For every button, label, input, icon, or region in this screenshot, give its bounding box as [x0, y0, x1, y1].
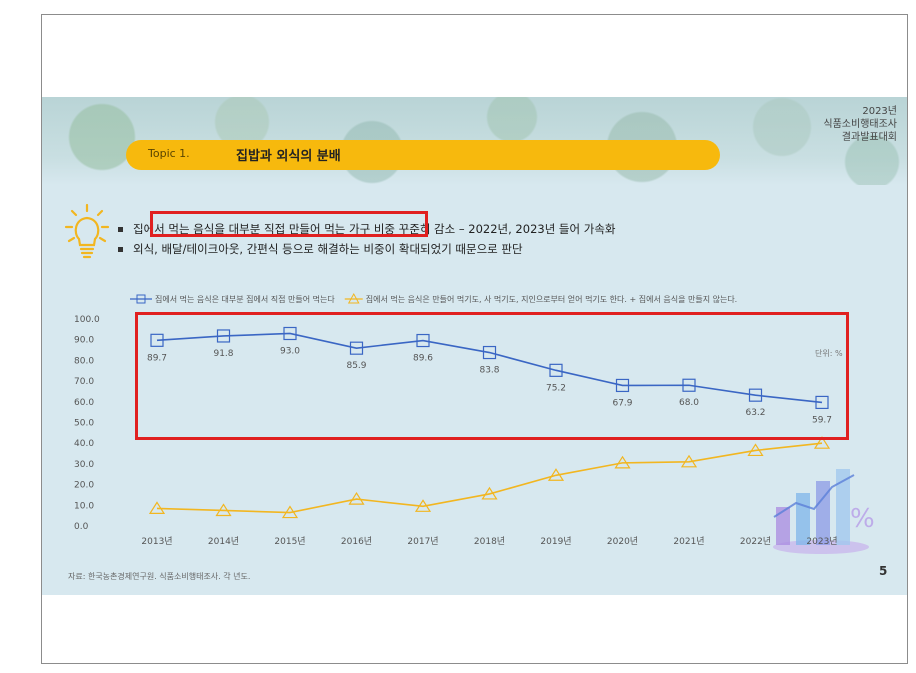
series-2-point — [148, 501, 166, 515]
bullet-item: 외식, 배달/테이크아웃, 간편식 등으로 해결하는 비중이 확대되었기 때문으… — [118, 241, 523, 257]
report-title: 2023년 식품소비행태조사 결과발표대회 — [823, 105, 897, 144]
series-2-point — [680, 454, 698, 468]
y-tick-label: 60.0 — [74, 398, 94, 408]
series-1-point — [150, 333, 164, 347]
x-tick-label: 2023년 — [806, 536, 837, 547]
lightbulb-icon — [64, 203, 110, 259]
x-tick-label: 2015년 — [274, 536, 305, 547]
series-1-point — [615, 378, 630, 393]
series-2-point — [414, 499, 432, 512]
series-1-point — [416, 333, 430, 348]
highlight-box — [135, 312, 849, 440]
series-1-point — [349, 341, 364, 355]
source-note: 자료: 한국농촌경제연구원. 식품소비행태조사. 각 년도. — [68, 572, 251, 581]
report-event: 결과발표대회 — [841, 132, 897, 143]
series-2-point — [481, 486, 498, 500]
series-1-data-label: 85.9 — [346, 361, 366, 371]
chart-legend: 집에서 먹는 음식은 대부분 집에서 직접 만들어 먹는다 집에서 먹는 음식은… — [130, 292, 738, 304]
y-axis: 0.0 10.0 20.0 30.0 40.0 50.0 60.0 70.0 80.0 90.0 1… — [74, 315, 100, 532]
series-1-data-label: 91.8 — [213, 349, 233, 359]
page-frame: Topic 1. 집밥과 외식의 분배 2023년 식품소비행태조사 결과발표대… — [41, 14, 908, 664]
slide: Topic 1. 집밥과 외식의 분배 2023년 식품소비행태조사 결과발표대… — [42, 97, 907, 595]
series-1-data-label: 93.0 — [280, 346, 300, 356]
series-1-point — [482, 345, 497, 360]
y-tick-label: 30.0 — [74, 460, 94, 470]
report-name: 식품소비행태조사 — [823, 119, 897, 130]
unit-label: 단위: % — [815, 348, 843, 358]
bullet-dot — [118, 247, 123, 252]
series-1-point — [283, 326, 297, 341]
bullet-text: 집에서 먹는 음식을 대부분 직접 만들어 먹는 가구 비중 꾸준히 감소 – … — [133, 222, 616, 236]
y-tick-label: 20.0 — [74, 481, 94, 491]
y-tick-label: 90.0 — [74, 336, 94, 346]
x-tick-label: 2017년 — [407, 536, 438, 547]
series-2-point — [215, 503, 232, 517]
page-number: 5 — [879, 564, 888, 578]
highlight-box — [150, 211, 428, 237]
series-1-point — [748, 388, 763, 402]
series-1-point — [216, 329, 231, 343]
svg-text:%: % — [850, 504, 875, 534]
y-tick-label: 50.0 — [74, 419, 94, 429]
chart-decoration-image: % — [773, 469, 875, 554]
topic-bar: Topic 1. 집밥과 외식의 분배 — [126, 140, 720, 170]
series-2-point — [348, 491, 365, 505]
topic-label: Topic 1. — [148, 147, 190, 160]
series-1-data-label: 59.7 — [812, 415, 832, 425]
series-1-path — [156, 332, 823, 404]
x-tick-label: 2018년 — [474, 536, 505, 547]
series-2-point — [281, 505, 299, 519]
report-year: 2023년 — [862, 106, 897, 117]
x-tick-label: 2021년 — [673, 536, 704, 547]
x-tick-label: 2022년 — [740, 536, 771, 547]
line-chart: 집에서 먹는 음식은 대부분 집에서 직접 만들어 먹는다 집에서 먹는 음식은… — [74, 292, 843, 547]
series-1-data-label: 89.6 — [413, 354, 433, 364]
series-2-point — [747, 443, 764, 457]
series-2-point — [547, 468, 565, 481]
y-tick-label: 100.0 — [74, 315, 100, 325]
x-tick-label: 2019년 — [540, 536, 571, 547]
series-2-path — [156, 442, 823, 514]
x-tick-label: 2014년 — [208, 536, 239, 547]
series-1-data-label: 63.2 — [745, 408, 765, 418]
y-tick-label: 80.0 — [74, 356, 94, 366]
series-1-line: 89.7 91.8 93.0 85.9 89.6 83.8 75.2 67.9 68.0 63.2… — [147, 326, 832, 425]
series-2-line — [148, 436, 831, 519]
series-1-data-label: 68.0 — [679, 398, 699, 408]
x-tick-label: 2020년 — [607, 536, 638, 547]
bullet-item: 집에서 먹는 음식을 대부분 직접 만들어 먹는 가구 비중 꾸준히 감소 – … — [118, 221, 616, 237]
series-1-data-label: 89.7 — [147, 353, 167, 363]
x-axis: 2013년 2014년 2015년 2016년 2017년 2018년 2019년 2020년… — [141, 536, 837, 547]
x-tick-label: 2013년 — [141, 536, 172, 547]
series-1-data-label: 75.2 — [546, 383, 566, 393]
legend-marker-series-2 — [347, 292, 360, 304]
series-2-point — [614, 455, 631, 469]
series-1-point — [815, 395, 829, 410]
x-tick-label: 2016년 — [341, 536, 372, 547]
legend-marker-series-1 — [136, 294, 146, 304]
legend-label-series-2: 집에서 먹는 음식은 만들어 먹기도, 사 먹기도, 지인으로부터 얻어 먹기도… — [366, 294, 738, 304]
y-tick-label: 40.0 — [74, 439, 94, 449]
series-1-point — [682, 378, 696, 392]
series-1-point — [549, 363, 563, 377]
bullet-text: 외식, 배달/테이크아웃, 간편식 등으로 해결하는 비중이 확대되었기 때문으… — [133, 242, 523, 256]
series-1-data-label: 67.9 — [612, 398, 632, 408]
y-tick-label: 70.0 — [74, 377, 94, 387]
series-2-point — [813, 436, 831, 449]
legend-label-series-1: 집에서 먹는 음식은 대부분 집에서 직접 만들어 먹는다 — [155, 294, 335, 304]
series-1-data-label: 83.8 — [479, 366, 499, 376]
y-tick-label: 10.0 — [74, 501, 94, 511]
topic-title: 집밥과 외식의 분배 — [236, 149, 341, 164]
y-tick-label: 0.0 — [74, 522, 89, 532]
bullet-dot — [118, 227, 123, 232]
